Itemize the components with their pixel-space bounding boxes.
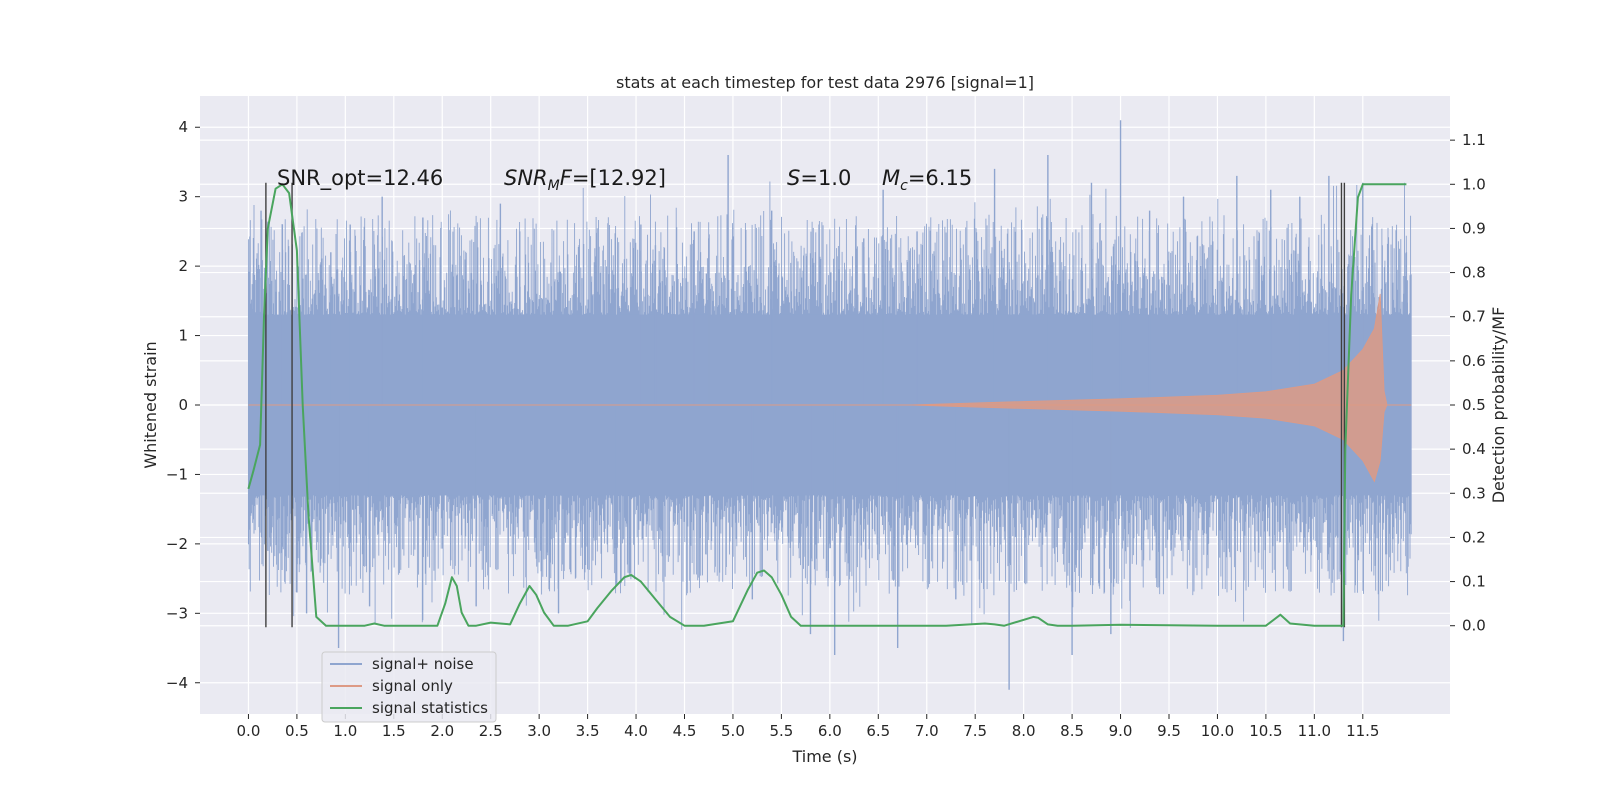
legend-label-signal-statistics: signal statistics xyxy=(372,699,488,717)
legend: signal+ noise signal only signal statist… xyxy=(321,651,497,723)
y-right-tick-label: 0.7 xyxy=(1462,308,1486,326)
x-tick-label: 0.0 xyxy=(237,722,261,740)
x-tick-label: 10.0 xyxy=(1201,722,1234,740)
x-tick-label: 7.5 xyxy=(963,722,987,740)
y-right-tick-label: 0.9 xyxy=(1462,219,1486,237)
y-right-tick-label: 0.8 xyxy=(1462,264,1486,282)
y-tick-label: −3 xyxy=(166,604,188,622)
y-tick-label: 4 xyxy=(178,118,188,136)
x-tick-label: 6.5 xyxy=(866,722,890,740)
x-tick-label: 8.0 xyxy=(1012,722,1036,740)
annotation-snr-mf: SNRMF=[12.92] xyxy=(504,166,666,194)
x-tick-label: 0.5 xyxy=(285,722,309,740)
y-right-tick-label: 0.0 xyxy=(1462,617,1486,635)
y-right-tick-label: 0.1 xyxy=(1462,573,1486,591)
annotation-snr-opt: SNR_opt=12.46 xyxy=(277,166,443,191)
legend-label-signal-only: signal only xyxy=(372,677,453,695)
statistics-line xyxy=(247,183,1407,627)
y-tick-label: 1 xyxy=(178,327,188,345)
y-right-axis-label: Detection probability/MF xyxy=(1489,307,1508,504)
x-tick-label: 7.0 xyxy=(915,722,939,740)
y-right-tick-label: 0.6 xyxy=(1462,352,1486,370)
y-tick-label: 0 xyxy=(178,396,188,414)
y-right-tick-label: 0.4 xyxy=(1462,440,1486,458)
x-tick-label: 11.0 xyxy=(1298,722,1331,740)
y-right-axis-ticks: 0.0 0.1 0.2 0.3 0.4 0.5 0.6 0.7 0.8 0.9 1.0 1.1 xyxy=(1450,131,1486,635)
y-right-tick-label: 0.5 xyxy=(1462,396,1486,414)
x-tick-label: 5.0 xyxy=(721,722,745,740)
x-tick-label: 6.0 xyxy=(818,722,842,740)
legend-label-signal-noise: signal+ noise xyxy=(372,655,474,673)
annotation-s: S=1.0 xyxy=(787,166,851,190)
x-axis-ticks: 0.0 0.5 1.0 1.5 2.0 2.5 3.0 3.5 4.0 4.5 5.0 5.5 6.0 6… xyxy=(237,714,1379,740)
x-tick-label: 5.5 xyxy=(769,722,793,740)
x-tick-label: 2.0 xyxy=(430,722,454,740)
y-tick-label: −2 xyxy=(166,535,188,553)
x-tick-label: 11.5 xyxy=(1346,722,1379,740)
y-tick-label: 3 xyxy=(178,188,188,206)
legend-box xyxy=(321,651,497,723)
signal-statistics-series xyxy=(247,183,1407,627)
signal-only-series xyxy=(248,293,1412,483)
x-tick-label: 10.5 xyxy=(1249,722,1282,740)
x-tick-label: 1.5 xyxy=(382,722,406,740)
x-tick-label: 3.0 xyxy=(527,722,551,740)
x-tick-label: 1.0 xyxy=(333,722,357,740)
annotation-mc: Mc=6.15 xyxy=(882,166,972,194)
y-tick-label: −1 xyxy=(166,465,188,483)
x-tick-label: 9.0 xyxy=(1109,722,1133,740)
annotations: SNR_opt=12.46 SNRMF=[12.92] S=1.0 Mc=6.1… xyxy=(277,166,972,194)
y-right-tick-label: 1.1 xyxy=(1462,131,1486,149)
y-tick-label: −4 xyxy=(166,674,188,692)
chart-title: stats at each timestep for test data 297… xyxy=(616,73,1034,92)
x-tick-label: 4.5 xyxy=(673,722,697,740)
x-tick-label: 4.0 xyxy=(624,722,648,740)
y-right-tick-label: 0.2 xyxy=(1462,528,1486,546)
y-right-tick-label: 1.0 xyxy=(1462,175,1486,193)
y-tick-label: 2 xyxy=(178,257,188,275)
x-tick-label: 3.5 xyxy=(576,722,600,740)
x-tick-label: 9.5 xyxy=(1157,722,1181,740)
y-right-tick-label: 0.3 xyxy=(1462,484,1486,502)
x-axis-label: Time (s) xyxy=(791,747,857,766)
y-axis-ticks: −4 −3 −2 −1 0 1 2 3 4 xyxy=(166,118,200,692)
y-axis-label: Whitened strain xyxy=(141,341,160,468)
x-tick-label: 8.5 xyxy=(1060,722,1084,740)
x-tick-label: 2.5 xyxy=(479,722,503,740)
